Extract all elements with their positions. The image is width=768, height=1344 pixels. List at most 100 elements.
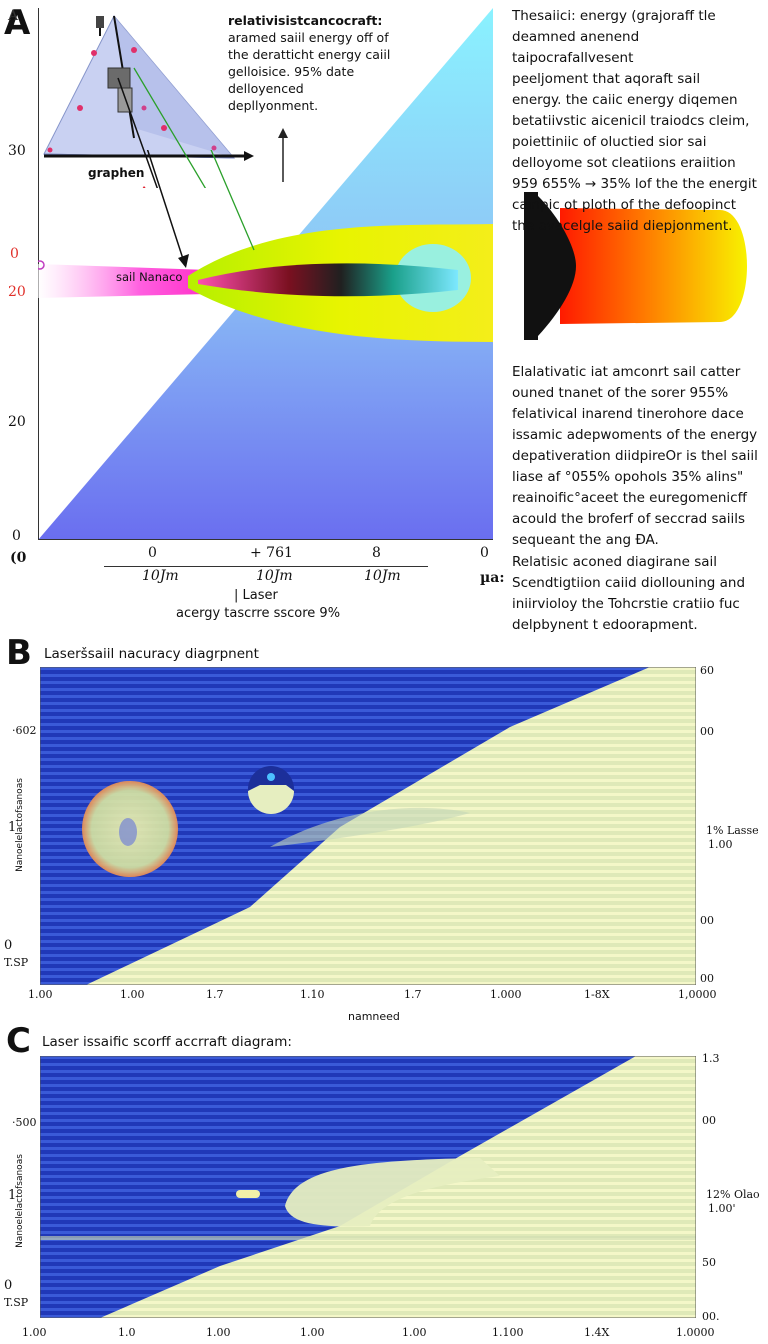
x-tick: 1.00 [206, 1326, 231, 1339]
inset-caption: relativisistcancocraft: aramed saiil ene… [228, 12, 418, 114]
light-region [100, 1056, 696, 1318]
note-line: issamic adepwoments of the energy [512, 427, 758, 443]
x-right-label: µa: [480, 570, 505, 586]
panel-c-plot [40, 1056, 696, 1318]
x-tick: 1.0000 [676, 1326, 715, 1339]
panel-c-letter: C [6, 1021, 31, 1061]
x-tick: 1.7 [206, 988, 224, 1001]
right-text-block-3: Relatisic aconed diagirane sail Scendtig… [512, 552, 764, 636]
note-line: Thesaiici: energy (grajoraff tle [512, 8, 716, 24]
note-line: ouned tnanet of the sorer 955% [512, 385, 729, 401]
sail-core [198, 263, 458, 297]
panel-a-letter: A [4, 3, 31, 43]
note-line: liase af °055% opohols 35% alins" [512, 469, 744, 485]
right-tick: 1.3 [702, 1052, 720, 1065]
note-line: peeljoment that aqoraft sail [512, 71, 701, 87]
sail-label: sail Nanaco [116, 270, 183, 284]
note-line: depativeration diidpireOr is thel saiil [512, 448, 758, 464]
left-tick: 0 [4, 1278, 13, 1293]
left-tick: ·602 [12, 724, 37, 737]
note-line: felativical inarend tinerohore dace [512, 406, 744, 422]
x-caption-title: | Laser [234, 588, 278, 603]
x-tick: 1-8X [584, 988, 610, 1001]
y-tick: A [8, 8, 19, 24]
left-tick: 1 [8, 1188, 17, 1203]
note-line: poiettiniic of oluctied sior sai [512, 134, 707, 150]
note-line: delloyome sot cleatiions eraiition [512, 155, 736, 171]
y-tick: 20 [8, 284, 26, 300]
x-tick: 1.00 [28, 988, 53, 1001]
x-tick: 0 [480, 545, 489, 561]
x-caption-subtitle: acergy tascrre sscore 9% [176, 606, 341, 621]
panel-b-left-axis-label: Nanoelelactofsanoas [15, 778, 25, 872]
x-tick: 1.7 [404, 988, 422, 1001]
note-line: delpbynent t edoorapment. [512, 617, 698, 633]
inset-caption-line: gelloisice. 95% date [228, 64, 355, 79]
y-tick: 0 [12, 528, 21, 544]
x-tick: 1.00 [22, 1326, 47, 1339]
right-tick: 00 [700, 725, 714, 738]
y-tick: 30 [8, 143, 26, 159]
panel-b-letter: B [6, 633, 32, 673]
note-line: Relatisic aconed diagirane sail [512, 554, 718, 570]
x-tick: 8 [372, 545, 381, 561]
inset-caption-line: delloyenced [228, 81, 304, 96]
inset-pointer-arrows [146, 150, 255, 268]
panel-b-x-label: namneed [348, 1010, 400, 1023]
right-tick: 1.00 [708, 838, 733, 851]
inset-label: graphen [88, 166, 145, 180]
x-tick: 1.0 [118, 1326, 136, 1339]
panel-b-title: Laseršsaiil nacuracy diagrpnent [44, 646, 259, 662]
left-tick: ·500 [12, 1116, 37, 1129]
x-tick: 1.100 [492, 1326, 524, 1339]
panel-c-left-axis-label: Nanoelelactofsanoas [15, 1154, 25, 1248]
note-line: sequeant the ang ĐA. [512, 532, 659, 548]
left-tick: 0 [4, 938, 13, 953]
right-tick: 1.00' [708, 1202, 736, 1215]
sail-cone [524, 192, 747, 340]
incoming-beam [38, 264, 208, 298]
x-tick: 1.00 [402, 1326, 427, 1339]
note-line: energy. the caiic energy diqemen [512, 92, 738, 108]
right-tick: 60 [700, 664, 714, 677]
left-tick: T.SP [4, 1296, 29, 1309]
x-unit: 10Jm [256, 568, 293, 584]
up-arrow-icon [278, 128, 288, 182]
right-text-block-1: Thesaiici: energy (grajoraff tle deamned… [512, 6, 764, 237]
inset-caption-line: the deratticht energy caiil [228, 47, 391, 62]
right-tick: 1% Lasse [706, 824, 759, 837]
x-tick: 1,0000 [678, 988, 717, 1001]
note-line: the avacelgle saiid diepjonment. [512, 218, 733, 234]
right-tick: 50 [702, 1256, 716, 1269]
inset-caption-line: relativisistcancocraft: [228, 13, 383, 28]
note-line: Scendtigtiion caiid diollouning and [512, 575, 746, 591]
inset-caption-line: aramed saiil energy off of [228, 30, 389, 45]
right-text-block-2: Elalativatic iat amconrt sail catter oun… [512, 362, 764, 551]
right-tick: 12% Olao [706, 1188, 760, 1201]
x-tick: 1.00 [120, 988, 145, 1001]
right-tick: 00 [700, 972, 714, 985]
x-unit: 10Jm [364, 568, 401, 584]
right-tick: 00 [702, 1114, 716, 1127]
x-tick: 1.00 [300, 1326, 325, 1339]
x-tick: 1.4X [584, 1326, 610, 1339]
x-tick: 1.10 [300, 988, 325, 1001]
y-tick: 20 [8, 414, 26, 430]
x-tick: 1.000 [490, 988, 522, 1001]
note-line: iniirvioloy the Tohcrstie cratiio fuc [512, 596, 740, 612]
note-line: acould the broferf of seccrad saiils [512, 511, 746, 527]
left-tick: T.SP [4, 956, 29, 969]
y-tick: 0 [10, 246, 19, 262]
note-line: deamned anenend taipocrafallvesent [512, 29, 640, 66]
x-tick: + 761 [250, 545, 293, 561]
panel-b-plot [40, 667, 696, 985]
right-tick: 00. [702, 1310, 720, 1323]
x-tick: 0 [148, 545, 157, 561]
note-line: reainoific°aceet the euregomenicff [512, 490, 747, 506]
note-line: betatiivstic aicenicil traiodcs cleim, [512, 113, 750, 129]
inset-sail-diagram [43, 15, 254, 188]
left-tick: 1 [8, 820, 17, 835]
x-unit: 10Jm [142, 568, 179, 584]
panel-c-title: Laser issaific scorff accrraft diagram: [42, 1034, 292, 1050]
inset-caption-line: depllyonment. [228, 98, 319, 113]
